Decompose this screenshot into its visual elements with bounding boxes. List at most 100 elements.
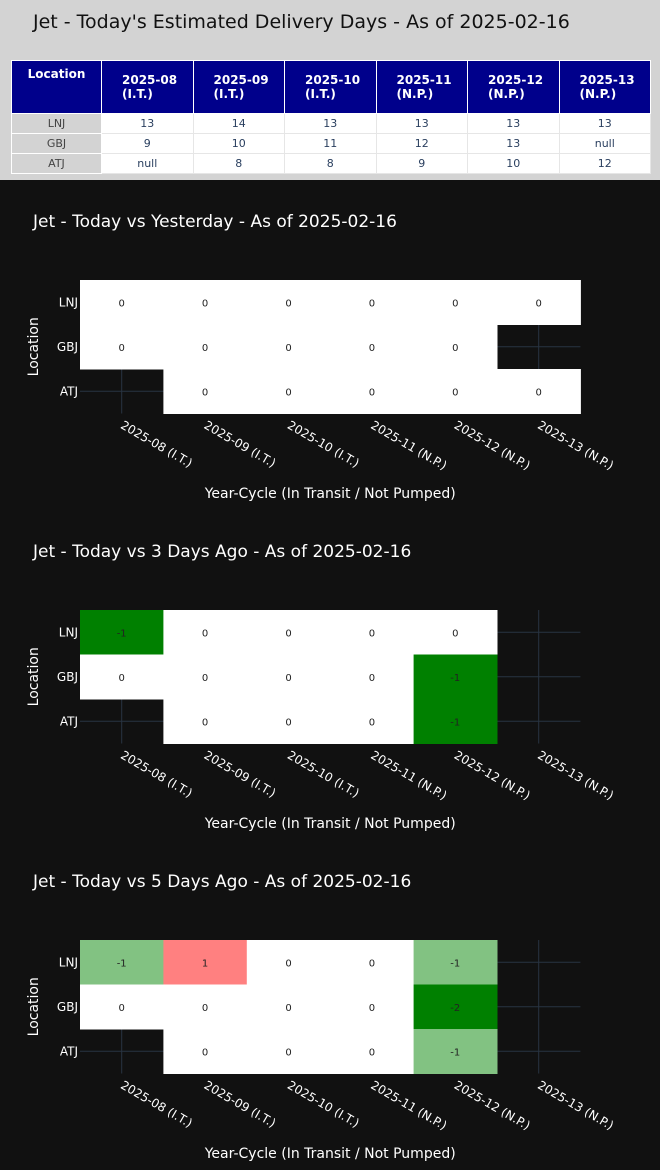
heatmap-cell[interactable] (246, 369, 331, 414)
table-cell: 10 (192, 133, 285, 154)
cell-value-label: 0 (285, 1047, 291, 1058)
heatmap-cell[interactable] (413, 1029, 498, 1074)
table-cell: 9 (101, 133, 194, 154)
heatmap-cell[interactable] (246, 984, 331, 1030)
x-tick-label: 2025-13 (N.P.) (535, 1078, 616, 1133)
cell-value-label: 0 (369, 343, 375, 354)
heatmap-cell[interactable] (163, 1029, 248, 1074)
heatmap-cell[interactable] (246, 654, 331, 700)
column-header[interactable]: 2025-12 (N.P.) (467, 60, 560, 114)
x-tick-label: 2025-10 (I.T.) (285, 418, 362, 470)
heatmap-cell[interactable] (80, 610, 164, 655)
heatmap-cell[interactable] (80, 280, 164, 325)
heatmap-cell[interactable] (497, 280, 581, 325)
heatmap-cell[interactable] (163, 654, 248, 700)
heatmap-cell[interactable] (163, 610, 248, 655)
table-cell: 10 (467, 153, 560, 174)
heatmap-cell[interactable] (413, 940, 498, 985)
heatmap-svg[interactable]: -1 1 0 0 -1 0 0 0 0 -2 0 0 0 -1 LNJ GBJ ATJ 2025-08 (I.T.… (0, 840, 660, 1170)
heatmap-cell[interactable] (330, 984, 415, 1030)
cell-value-label: 0 (285, 343, 291, 354)
heatmap-cell[interactable] (330, 699, 415, 744)
x-tick-label: 2025-10 (I.T.) (285, 748, 362, 800)
heatmap-cell[interactable] (330, 324, 415, 370)
heatmap-cell[interactable] (330, 610, 415, 655)
heatmap-cell[interactable] (246, 610, 331, 655)
heatmap-cell[interactable] (413, 610, 498, 655)
cell-value-label: 0 (285, 673, 291, 684)
cell-value-label: 0 (452, 387, 458, 398)
heatmap-cell[interactable] (80, 940, 164, 985)
heatmap-cell[interactable] (80, 324, 164, 370)
heatmap-cell[interactable] (163, 940, 248, 985)
heatmap-cell[interactable] (163, 280, 248, 325)
heatmap-cell[interactable] (163, 984, 248, 1030)
cell-value-label: 0 (202, 1003, 208, 1014)
cell-value-label: 0 (369, 958, 375, 969)
column-header[interactable]: 2025-08 (I.T.) (101, 60, 194, 114)
heatmap-cell[interactable] (330, 654, 415, 700)
heatmap-cell[interactable] (330, 940, 415, 985)
heatmap-cell[interactable] (246, 324, 331, 370)
cell-value-label: -2 (450, 1003, 460, 1014)
heatmap-cell[interactable] (413, 324, 498, 370)
estimated-delivery-table: Location 2025-08 (I.T.) 2025-09 (I.T.) 202… (11, 60, 651, 174)
table-row: ATJ null 8 8 9 10 12 (11, 153, 651, 174)
estimated-table-title: Jet - Today's Estimated Delivery Days - … (33, 11, 570, 33)
heatmap-cell[interactable] (80, 984, 164, 1030)
cell-value-label: -1 (117, 628, 127, 639)
table-cell: 8 (192, 153, 285, 174)
table-cell: 13 (467, 113, 560, 134)
x-tick-label: 2025-10 (I.T.) (285, 1078, 362, 1130)
heatmap-cell[interactable] (163, 699, 248, 744)
cell-value-label: 0 (285, 717, 291, 728)
heatmap-cell[interactable] (413, 984, 498, 1030)
column-header[interactable]: 2025-10 (I.T.) (284, 60, 377, 114)
estimated-delivery-section: Jet - Today's Estimated Delivery Days - … (0, 0, 660, 180)
heatmap-cell[interactable] (330, 280, 415, 325)
x-axis-title: Year-Cycle (In Transit / Not Pumped) (204, 486, 456, 502)
x-tick-label: 2025-08 (I.T.) (118, 1078, 195, 1130)
heatmap-cell[interactable] (246, 1029, 331, 1074)
cell-value-label: 0 (285, 298, 291, 309)
y-tick-label: ATJ (60, 714, 78, 728)
heatmap-cell[interactable] (163, 324, 248, 370)
cell-value-label: 0 (202, 628, 208, 639)
heatmap-cell[interactable] (497, 369, 581, 414)
table-cell: 8 (284, 153, 377, 174)
x-tick-label: 2025-08 (I.T.) (118, 748, 195, 800)
heatmap-cell[interactable] (246, 699, 331, 744)
heatmap-cell[interactable] (80, 654, 164, 700)
table-cell: null (558, 133, 651, 154)
cell-value-label: -1 (117, 958, 127, 969)
column-header[interactable]: 2025-09 (I.T.) (192, 60, 285, 114)
heatmap-cell[interactable] (413, 280, 498, 325)
cell-value-label: 0 (285, 958, 291, 969)
column-header[interactable]: 2025-13 (N.P.) (558, 60, 651, 114)
heatmap-today-vs-5-days-ago: Jet - Today vs 5 Days Ago - As of 2025-0… (0, 840, 660, 1170)
heatmap-cell[interactable] (413, 654, 498, 700)
heatmap-cell[interactable] (330, 1029, 415, 1074)
column-header[interactable]: 2025-11 (N.P.) (375, 60, 468, 114)
heatmap-cell[interactable] (246, 940, 331, 985)
y-axis-title: Location (26, 647, 42, 706)
cell-value-label: 0 (369, 387, 375, 398)
column-header-location[interactable]: Location (11, 60, 102, 114)
cell-value-label: 0 (452, 343, 458, 354)
heatmap-cell[interactable] (330, 369, 415, 414)
y-tick-label: GBJ (57, 340, 78, 354)
table-cell: 11 (284, 133, 377, 154)
heatmap-cell[interactable] (163, 369, 248, 414)
cell-value-label: 0 (202, 343, 208, 354)
table-cell: 14 (192, 113, 285, 134)
table-cell: 12 (558, 153, 651, 174)
heatmap-svg[interactable]: -1 0 0 0 0 0 0 0 0 -1 0 0 0 -1 LNJ GBJ ATJ 2025-08 (I.T.)… (0, 510, 660, 840)
heatmap-cell[interactable] (413, 369, 498, 414)
heatmap-cell[interactable] (246, 280, 331, 325)
table-row: LNJ 13 14 13 13 13 13 (11, 113, 651, 134)
x-tick-label: 2025-09 (I.T.) (202, 1078, 279, 1130)
cell-value-label: 0 (369, 298, 375, 309)
heatmap-cell[interactable] (413, 699, 498, 744)
table-cell: 9 (375, 153, 468, 174)
